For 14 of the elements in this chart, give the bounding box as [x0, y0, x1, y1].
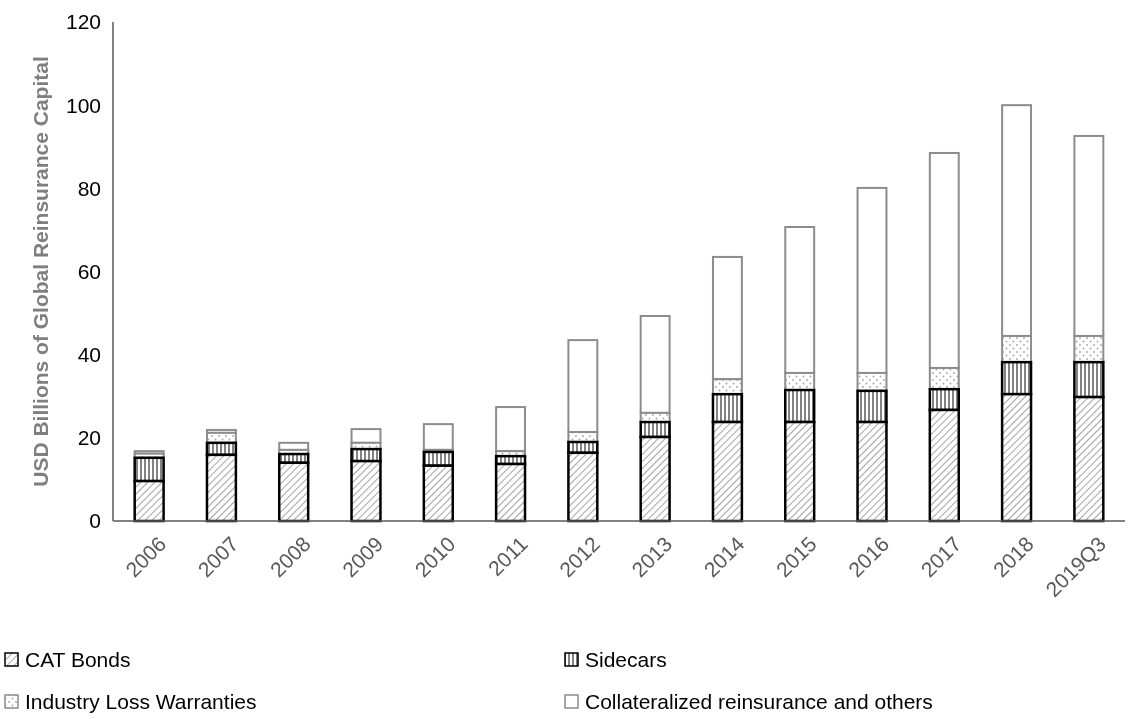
y-tick-label: 40 [77, 343, 101, 367]
legend-label: Industry Loss Warranties [25, 690, 257, 714]
legend-label: Collateralized reinsurance and others [585, 690, 933, 714]
y-tick-label: 80 [77, 176, 101, 200]
y-tick-label: 60 [77, 259, 101, 283]
bar [422, 423, 454, 451]
y-tick-label: 100 [65, 93, 101, 117]
bar [495, 406, 527, 453]
legend-label: Sidecars [585, 648, 667, 672]
y-tick-label: 20 [77, 426, 101, 450]
legend-label: CAT Bonds [25, 648, 131, 672]
y-tick-label: 0 [89, 509, 101, 533]
y-axis-title: USD Billions of Global Reinsurance Capital [29, 56, 52, 487]
y-tick-label: 120 [65, 10, 101, 34]
